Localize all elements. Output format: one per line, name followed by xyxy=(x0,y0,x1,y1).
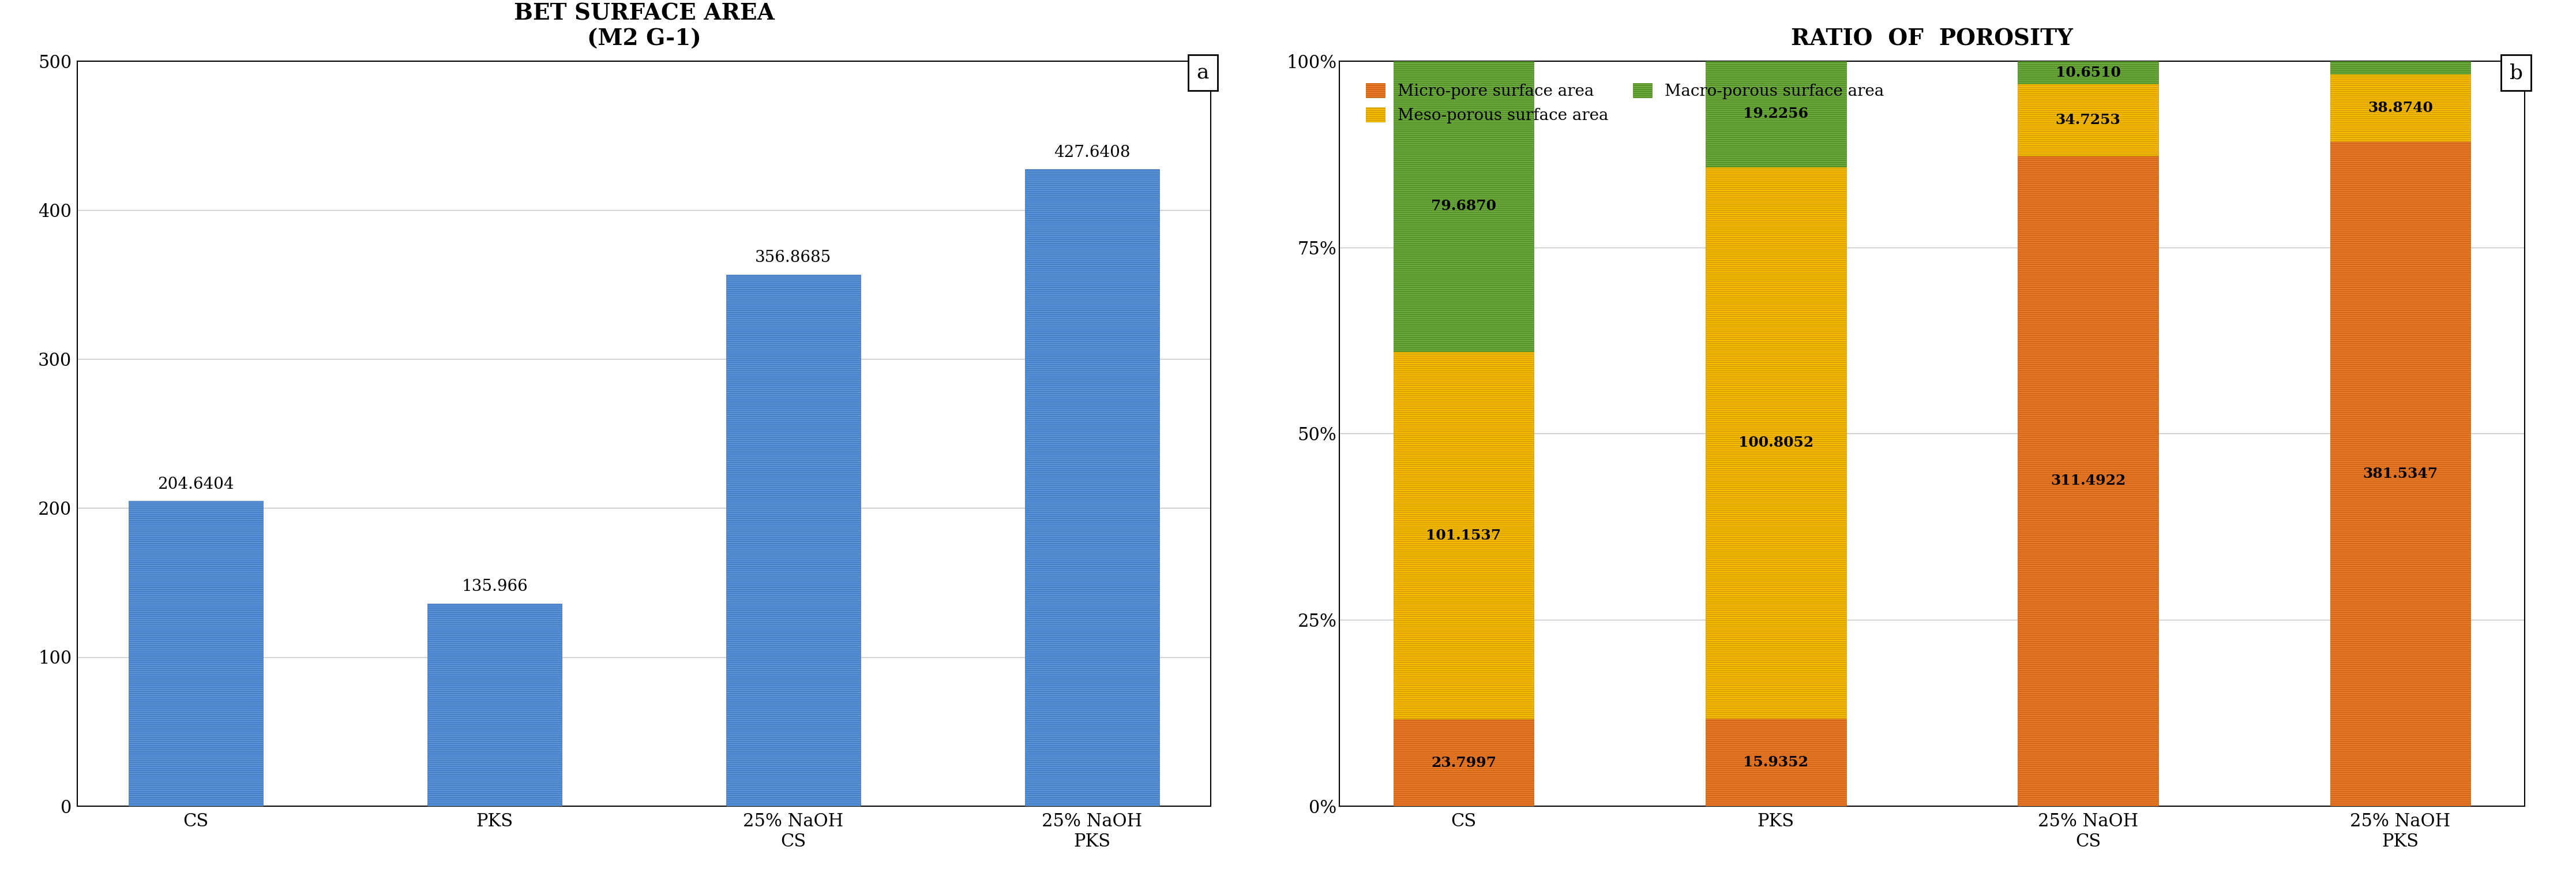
Text: 23.7997: 23.7997 xyxy=(1432,756,1497,769)
Text: 19.2256: 19.2256 xyxy=(1744,107,1808,121)
Text: 135.966: 135.966 xyxy=(461,579,528,595)
Title: BET SURFACE AREA
(M2 G-1): BET SURFACE AREA (M2 G-1) xyxy=(513,3,775,50)
Bar xyxy=(2017,83,2159,156)
Bar xyxy=(2017,156,2159,806)
Title: RATIO  OF  POROSITY: RATIO OF POROSITY xyxy=(1790,28,2074,50)
Bar xyxy=(1705,61,1847,166)
Text: b: b xyxy=(2509,63,2522,82)
Bar xyxy=(129,501,263,806)
Bar xyxy=(1394,719,1533,806)
Text: 34.7253: 34.7253 xyxy=(2056,113,2120,127)
Text: 101.1537: 101.1537 xyxy=(1427,528,1502,542)
Bar xyxy=(2331,74,2470,142)
Bar xyxy=(1394,351,1533,719)
Text: 427.6408: 427.6408 xyxy=(1054,145,1131,160)
Bar xyxy=(428,604,562,806)
Bar xyxy=(2017,61,2159,83)
Text: 100.8052: 100.8052 xyxy=(1739,435,1814,449)
Bar xyxy=(1705,718,1847,806)
Bar xyxy=(1705,166,1847,718)
Text: 15.9352: 15.9352 xyxy=(1744,755,1808,769)
Bar xyxy=(1394,61,1533,351)
Text: 204.6404: 204.6404 xyxy=(157,477,234,492)
Text: 79.6870: 79.6870 xyxy=(1432,200,1497,213)
Bar xyxy=(2331,61,2470,74)
Text: 356.8685: 356.8685 xyxy=(755,250,832,265)
Bar xyxy=(726,274,860,806)
Text: 10.6510: 10.6510 xyxy=(2056,66,2120,80)
Text: 381.5347: 381.5347 xyxy=(2362,467,2437,481)
Text: a: a xyxy=(1198,63,1208,82)
Legend: Micro-pore surface area, Meso-porous surface area, Macro-porous surface area: Micro-pore surface area, Meso-porous sur… xyxy=(1360,77,1891,130)
Text: 38.8740: 38.8740 xyxy=(2367,101,2432,115)
Bar xyxy=(1025,169,1159,806)
Text: 311.4922: 311.4922 xyxy=(2050,474,2125,488)
Bar xyxy=(2331,142,2470,806)
